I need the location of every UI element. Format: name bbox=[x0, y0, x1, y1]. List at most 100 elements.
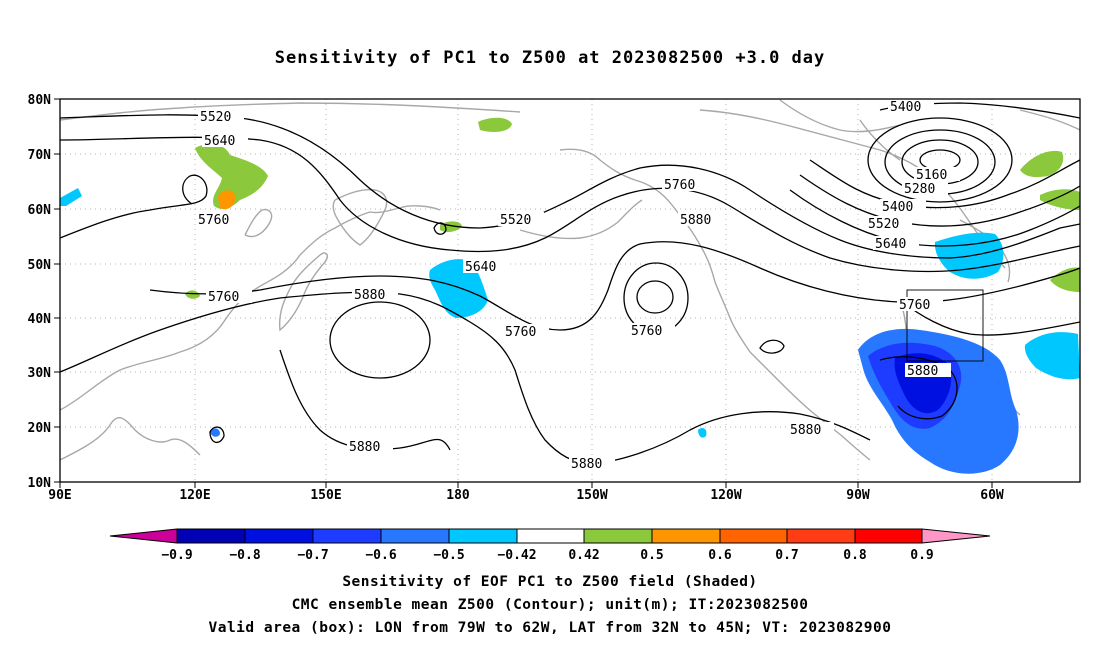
contour-label: 5640 bbox=[465, 260, 496, 275]
colorbar-label: 0.8 bbox=[843, 548, 867, 563]
contour-5640 bbox=[60, 136, 1080, 273]
contour-5400 bbox=[809, 159, 1080, 209]
lon-labels: 90E 120E 150E 180 150W 120W 90W 60W bbox=[48, 488, 1004, 503]
map-frame bbox=[59, 98, 1081, 483]
shade-neg05-atlantic bbox=[1024, 332, 1080, 380]
contour-label: 5760 bbox=[631, 324, 662, 339]
colorbar-label: −0.7 bbox=[297, 548, 328, 563]
contour-label: 5640 bbox=[204, 134, 235, 149]
lon-label: 180 bbox=[446, 488, 470, 503]
caption-contour: CMC ensemble mean Z500 (Contour); unit(m… bbox=[291, 597, 809, 613]
coast-siberia bbox=[60, 102, 521, 121]
contour-5640-east bbox=[789, 189, 1080, 247]
colorbar-label: −0.42 bbox=[497, 548, 536, 563]
contour-5760-east bbox=[899, 299, 1080, 336]
coast-south-asia bbox=[60, 417, 201, 461]
lon-label: 90W bbox=[846, 488, 870, 503]
colorbar-pos09 bbox=[855, 529, 922, 543]
colorbar-pos06 bbox=[652, 529, 720, 543]
colorbar-pos08 bbox=[787, 529, 855, 543]
shade-neg05-pacific bbox=[429, 259, 488, 318]
lat-labels: 80N 70N 60N 50N 40N 30N 20N 10N bbox=[28, 93, 52, 491]
colorbar-label: 0.42 bbox=[568, 548, 599, 563]
shade-pos05-greenland-south bbox=[1040, 189, 1080, 210]
colorbar-neg08 bbox=[245, 529, 313, 543]
shade-pos05-atlantic bbox=[1050, 267, 1080, 292]
contour-label: 5760 bbox=[505, 325, 536, 340]
contour-label: 5760 bbox=[899, 298, 930, 313]
lat-label: 20N bbox=[28, 421, 52, 436]
shade-pos06-siberia bbox=[218, 190, 236, 210]
contour-5400-outer bbox=[867, 117, 1013, 203]
colorbar-neg05 bbox=[449, 529, 517, 543]
coast-hudson bbox=[859, 119, 901, 161]
map-panel: 5520 5640 5760 5760 5880 5520 5640 5760 … bbox=[28, 93, 1081, 503]
coast-arctic-islands bbox=[779, 99, 901, 133]
contour-label: 5880 bbox=[680, 213, 711, 228]
lat-label: 50N bbox=[28, 258, 52, 273]
colorbar-neg07 bbox=[313, 529, 381, 543]
valid-area-box bbox=[906, 289, 984, 362]
contour-label: 5760 bbox=[198, 213, 229, 228]
colorbar-neg-end bbox=[110, 529, 177, 543]
shade-pos05-china bbox=[185, 290, 200, 299]
caption-shaded: Sensitivity of EOF PC1 to Z500 field (Sh… bbox=[342, 574, 758, 590]
colorbar-pos-end bbox=[922, 529, 990, 543]
colorbar-pos07 bbox=[720, 529, 787, 543]
contour-label: 5880 bbox=[790, 423, 821, 438]
lon-label: 150E bbox=[310, 488, 341, 503]
lat-label: 70N bbox=[28, 148, 52, 163]
colorbar-label: −0.6 bbox=[365, 548, 396, 563]
colorbar-neutral bbox=[517, 529, 584, 543]
shade-pos05-arctic bbox=[478, 117, 512, 132]
contour-5880 bbox=[60, 291, 871, 465]
shade-neg05-west bbox=[60, 188, 82, 206]
map-title: Sensitivity of PC1 to Z500 at 2023082500… bbox=[274, 48, 826, 68]
coast-kamchatka-west bbox=[244, 208, 273, 238]
colorbar-label: 0.5 bbox=[640, 548, 663, 563]
contour-label: 5760 bbox=[664, 178, 695, 193]
lat-label: 40N bbox=[28, 312, 52, 327]
shade-pos05-siberia bbox=[195, 143, 268, 209]
contour-label: 5640 bbox=[875, 237, 906, 252]
contour-5520-east bbox=[799, 174, 1080, 227]
colorbar-label: −0.5 bbox=[433, 548, 464, 563]
contour-label: 5520 bbox=[200, 110, 231, 125]
contour-label: 5880 bbox=[354, 288, 385, 303]
coast-mexico bbox=[749, 351, 871, 461]
contour-5520 bbox=[60, 114, 1080, 259]
contour-label: 5520 bbox=[868, 217, 899, 232]
contour-label: 5400 bbox=[882, 200, 913, 215]
contour-label: 5160 bbox=[916, 168, 947, 183]
lat-label: 10N bbox=[28, 476, 52, 491]
shade-neg05-mexico bbox=[698, 428, 707, 438]
colorbar-label: 0.9 bbox=[910, 548, 933, 563]
contour-5880-high bbox=[329, 301, 431, 379]
contour-small-high bbox=[759, 339, 785, 354]
contour-label: 5760 bbox=[208, 290, 239, 305]
contour-small-low bbox=[433, 222, 447, 235]
lon-label: 120W bbox=[710, 488, 741, 503]
shade-pos05-greenland bbox=[1020, 150, 1064, 178]
contour-label: 5880 bbox=[349, 440, 380, 455]
contour-label: 5880 bbox=[571, 457, 602, 472]
colorbar-label: −0.8 bbox=[229, 548, 260, 563]
contour-philippines bbox=[209, 426, 225, 443]
coast-canada bbox=[699, 109, 1006, 269]
contour-label: 5880 bbox=[907, 364, 938, 379]
contour-label: 5280 bbox=[904, 182, 935, 197]
lon-label: 90E bbox=[48, 488, 71, 503]
lat-label: 60N bbox=[28, 203, 52, 218]
coast-aleutians bbox=[519, 199, 643, 240]
colorbar-pos05 bbox=[584, 529, 652, 543]
caption-valid-area: Valid area (box): LON from 79W to 62W, L… bbox=[208, 620, 892, 636]
coast-greenland bbox=[1019, 109, 1080, 131]
lon-label: 120E bbox=[179, 488, 210, 503]
colorbar-label: −0.9 bbox=[161, 548, 192, 563]
lat-label: 30N bbox=[28, 366, 52, 381]
z500-contours bbox=[60, 102, 1080, 465]
contour-5760-inner bbox=[636, 280, 674, 314]
axis-ticks bbox=[54, 98, 993, 488]
contour-labels: 5520 5640 5760 5760 5880 5520 5640 5760 … bbox=[196, 99, 960, 472]
